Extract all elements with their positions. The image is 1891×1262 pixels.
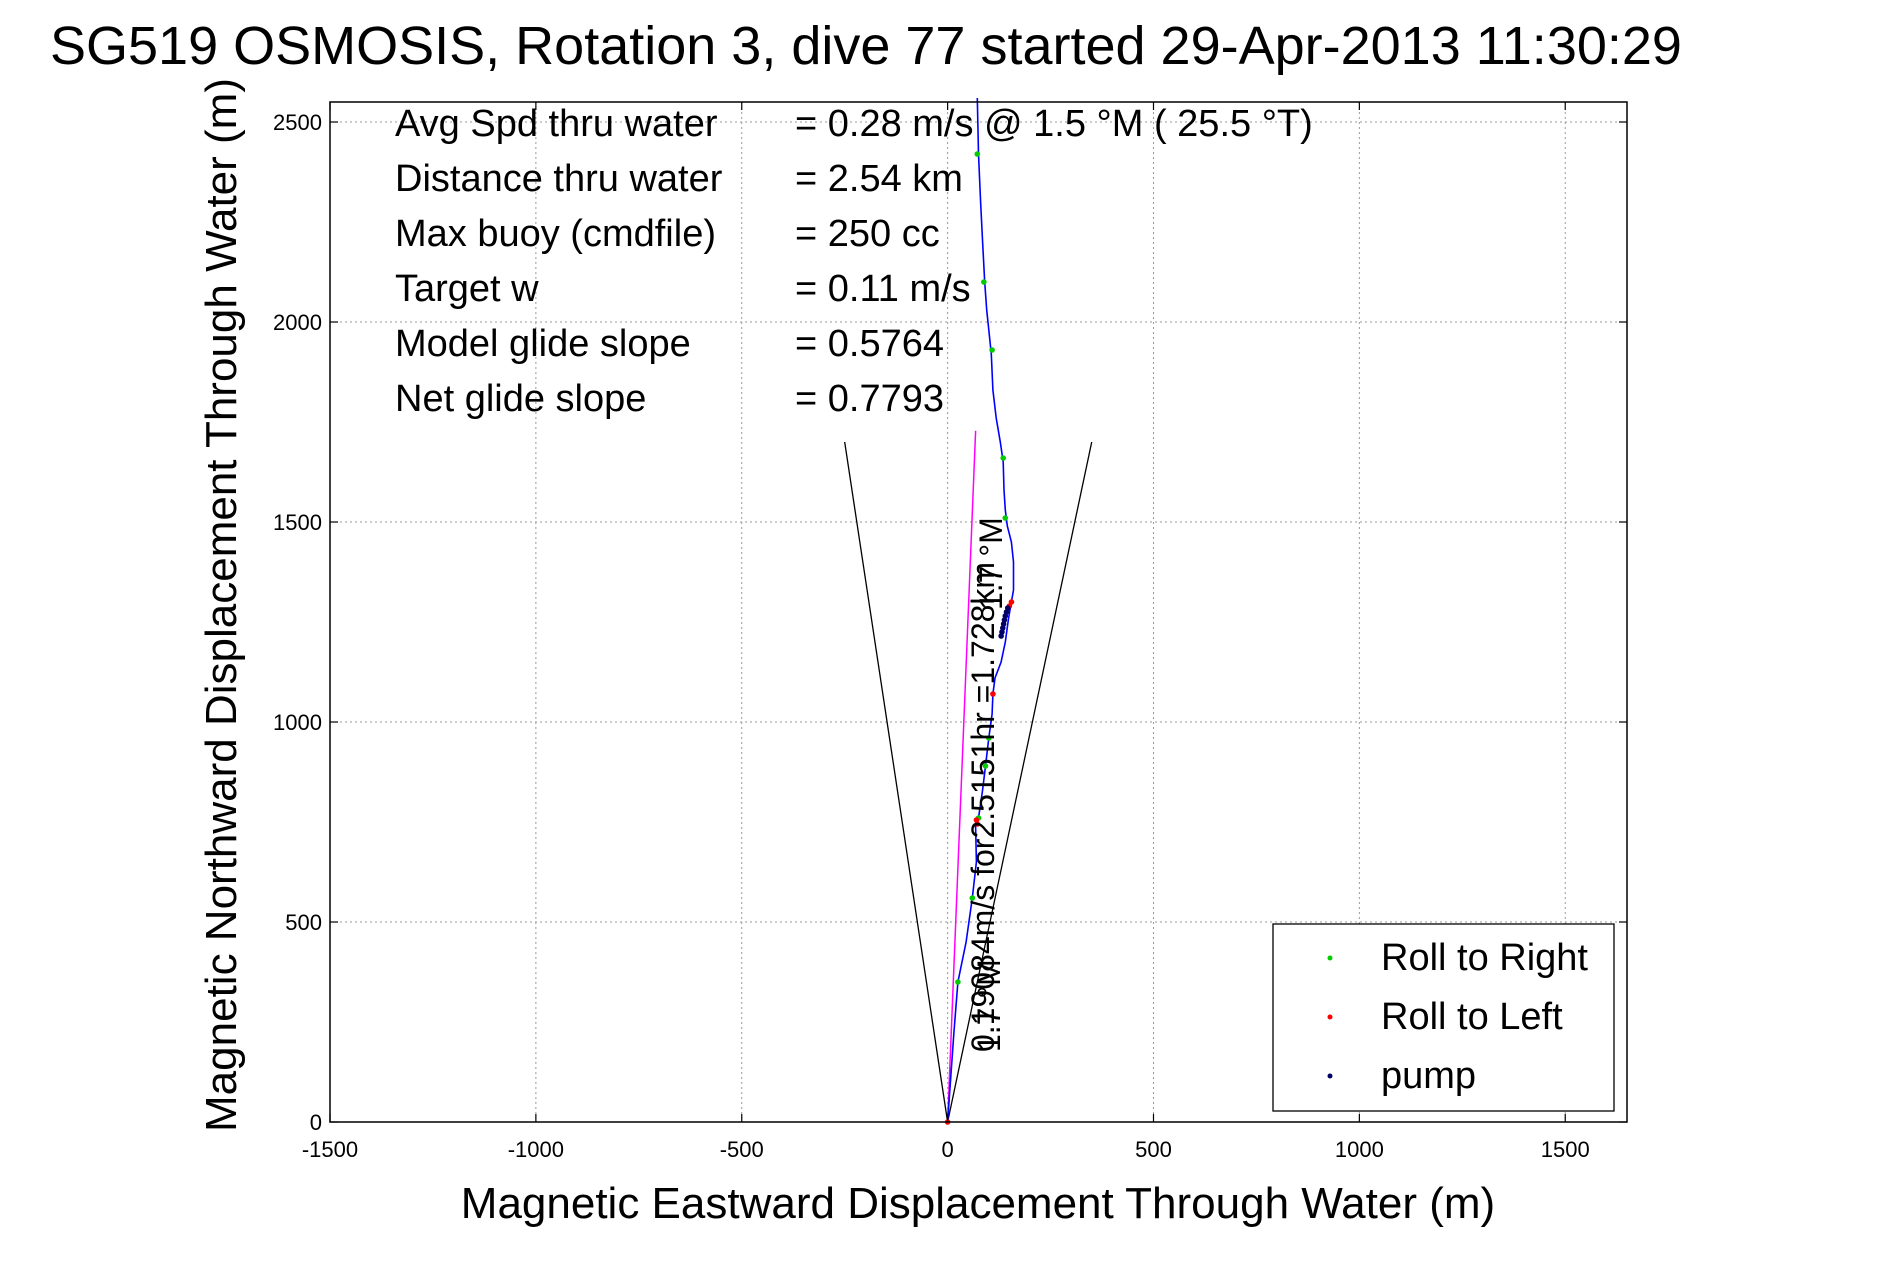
x-tick-label: 500 <box>1135 1137 1172 1162</box>
y-tick-label: 1000 <box>273 710 322 735</box>
legend: Roll to Right Roll to Left pump <box>1272 923 1615 1112</box>
legend-label: pump <box>1381 1055 1476 1097</box>
roll-to-right-marker <box>1000 455 1007 461</box>
y-tick-label: 2500 <box>273 110 322 135</box>
info-value: = 250 cc <box>795 213 940 255</box>
roll-to-right-marker <box>985 735 992 741</box>
roll-to-right-marker <box>981 279 987 285</box>
legend-marker <box>1327 955 1333 961</box>
info-block: Avg Spd thru water = 0.28 m/s @ 1.5 °M ( … <box>395 103 1313 420</box>
info-value: = 2.54 km <box>795 158 963 200</box>
markers <box>944 151 1015 1125</box>
legend-marker <box>1327 1014 1333 1020</box>
x-axis-label: Magnetic Eastward Displacement Through W… <box>461 1179 1495 1228</box>
heading-cone <box>844 441 1093 1123</box>
track-line <box>946 97 1015 1123</box>
info-value: = 0.7793 <box>795 378 944 420</box>
x-tick-label: 1500 <box>1541 1137 1590 1162</box>
info-value: = 0.5764 <box>795 323 944 365</box>
info-label: Net glide slope <box>395 378 646 420</box>
info-value: = 0.11 m/s <box>795 268 971 310</box>
net-displacement-line <box>946 430 977 1123</box>
heading-annotation-lower-visible: 1.7 °M <box>971 959 1007 1052</box>
roll-to-right-marker <box>955 979 961 985</box>
chart-title: SG519 OSMOSIS, Rotation 3, dive 77 start… <box>50 16 1682 76</box>
speed-annotation: 0.19084m/s for2.5151hr =1.728km <box>965 562 1001 1052</box>
info-label: Avg Spd thru water <box>395 103 718 145</box>
roll-to-right-marker <box>989 347 995 353</box>
axes-frame <box>329 101 1628 1123</box>
x-tick-label: 0 <box>941 1137 953 1162</box>
x-ticks: -1500 -1000 -500 0 500 1000 1500 <box>302 102 1590 1162</box>
x-tick-label: -1000 <box>508 1137 564 1162</box>
y-tick-label: 500 <box>285 910 322 935</box>
roll-to-left-marker <box>974 821 981 827</box>
plot-area: -1500 -1000 -500 0 500 1000 1500 0 500 1000 1500 2… <box>273 97 1628 1162</box>
roll-to-right-marker <box>969 895 976 901</box>
cone-line <box>946 441 1093 1123</box>
y-tick-label: 0 <box>310 1110 322 1135</box>
x-tick-label: -500 <box>720 1137 764 1162</box>
x-tick-label: 1000 <box>1335 1137 1384 1162</box>
heading-annotation: 1.7 °M <box>973 517 1009 610</box>
info-value: = 0.28 m/s @ 1.5 °M ( 25.5 °T) <box>795 103 1313 145</box>
roll-to-right-marker <box>982 763 989 769</box>
info-label: Distance thru water <box>395 158 723 200</box>
roll-to-right-marker <box>974 151 981 157</box>
roll-to-right-marker <box>1002 515 1009 521</box>
y-tick-label: 2000 <box>273 310 322 335</box>
info-label: Model glide slope <box>395 323 691 365</box>
y-axis-label: Magnetic Northward Displacement Through … <box>197 78 246 1132</box>
y-ticks: 0 500 1000 1500 2000 2500 <box>273 110 1627 1135</box>
roll-to-left-marker <box>990 691 996 697</box>
y-tick-label: 1500 <box>273 510 322 535</box>
info-label: Target w <box>395 268 539 310</box>
legend-marker <box>1327 1073 1333 1079</box>
pump-marker <box>1004 605 1011 611</box>
legend-label: Roll to Left <box>1381 996 1563 1038</box>
legend-label: Roll to Right <box>1381 937 1588 979</box>
info-label: Max buoy (cmdfile) <box>395 213 716 255</box>
cone-line <box>844 441 949 1123</box>
x-tick-label: -1500 <box>302 1137 358 1162</box>
